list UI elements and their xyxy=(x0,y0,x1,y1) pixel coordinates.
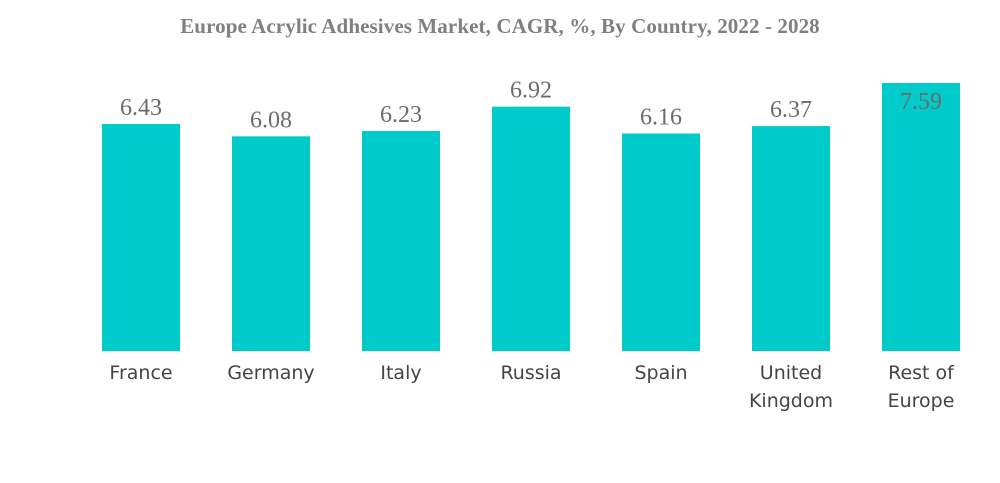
value-label-6: 7.59 xyxy=(900,89,942,115)
bar-3 xyxy=(492,106,570,351)
chart-title: Europe Acrylic Adhesives Market, CAGR, %… xyxy=(180,14,820,38)
category-label-1: Germany xyxy=(227,362,314,384)
value-label-3: 6.92 xyxy=(510,78,552,104)
category-label-0: France xyxy=(109,362,172,384)
value-label-5: 6.37 xyxy=(770,97,812,123)
bar-5 xyxy=(752,126,830,352)
bar-6 xyxy=(882,83,960,351)
category-label-5-line-0: United xyxy=(760,362,822,384)
bar-0 xyxy=(102,123,180,351)
value-labels-layer: 6.43 6.08 6.23 6.92 6.16 6.37 7.59 xyxy=(120,78,942,134)
bar-1 xyxy=(232,136,310,351)
bars-layer xyxy=(102,83,960,352)
value-label-0: 6.43 xyxy=(120,95,162,121)
value-label-4: 6.16 xyxy=(640,104,682,130)
bar-2 xyxy=(362,131,440,351)
category-label-4: Spain xyxy=(634,362,687,384)
category-label-6-line-0: Rest of xyxy=(888,362,955,384)
value-label-1: 6.08 xyxy=(250,107,292,133)
category-label-3: Russia xyxy=(500,362,561,384)
category-label-2: Italy xyxy=(380,362,421,384)
bar-4 xyxy=(622,133,700,351)
category-label-6-line-1: Europe xyxy=(888,390,955,412)
value-label-2: 6.23 xyxy=(380,102,422,128)
category-label-5-line-1: Kingdom xyxy=(749,390,833,412)
category-labels-layer: France Germany Italy Russia Spain United Kingd… xyxy=(109,362,955,412)
